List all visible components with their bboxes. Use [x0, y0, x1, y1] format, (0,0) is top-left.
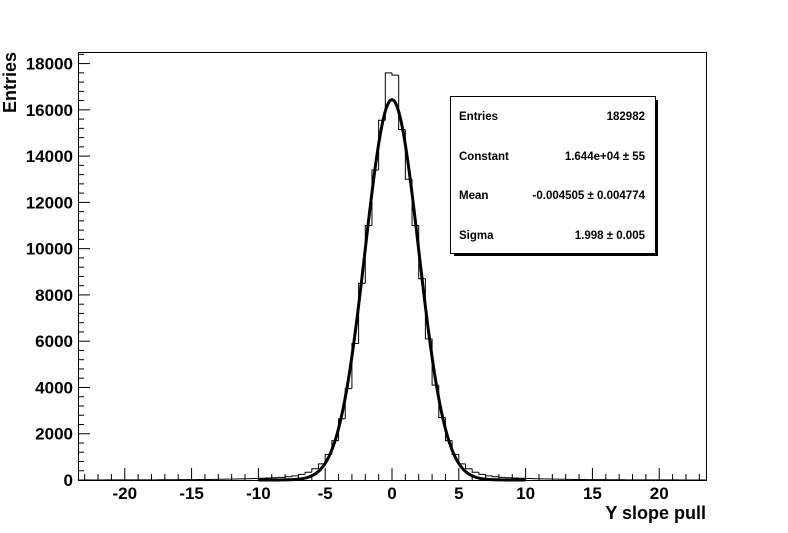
stats-value-mean: -0.004505 ± 0.004774 — [533, 190, 646, 202]
histogram-bin — [478, 472, 486, 475]
stats-label-entries: Entries — [459, 111, 498, 123]
y-axis-title: Entries — [0, 52, 20, 113]
stats-value-entries: 182982 — [607, 111, 645, 123]
histogram-bin — [371, 169, 379, 226]
x-tick-label: -15 — [179, 484, 204, 503]
x-tick-label: -5 — [318, 484, 333, 503]
x-tick-label: 15 — [583, 484, 602, 503]
stats-box-frame — [450, 96, 656, 254]
histogram-bin — [391, 72, 399, 76]
x-tick-label: 5 — [454, 484, 463, 503]
x-tick-label: -10 — [246, 484, 271, 503]
x-axis-title: Y slope pull — [605, 503, 706, 523]
histogram-bin — [485, 474, 493, 477]
y-tick-label: 10000 — [26, 240, 73, 259]
histogram-bin — [384, 72, 392, 121]
x-tick-label: 10 — [516, 484, 535, 503]
histogram-bin — [451, 440, 459, 456]
gaussian-fit-line — [258, 98, 526, 482]
stats-label-constant: Constant — [459, 151, 509, 163]
y-tick-label: 0 — [64, 471, 73, 490]
y-tick-label: 18000 — [26, 55, 73, 74]
histogram-bin — [318, 463, 326, 469]
histogram-bin — [491, 475, 499, 478]
x-tick-label: -20 — [112, 484, 137, 503]
stats-box: Entries 182982 Constant 1.644e+04 ± 55 M… — [450, 96, 658, 256]
x-tick-label: 0 — [387, 484, 396, 503]
x-axis-ticks: -20 -15 -10 -5 0 5 10 15 20 — [84, 468, 700, 503]
histogram-bin — [498, 476, 506, 478]
histogram-bin — [464, 463, 473, 470]
stats-label-mean: Mean — [459, 190, 488, 202]
histogram-bin — [284, 476, 292, 478]
y-tick-label: 12000 — [26, 193, 73, 212]
axes — [78, 52, 707, 481]
histogram-bin — [358, 282, 366, 344]
histogram-bin — [471, 468, 479, 473]
histogram-bin — [351, 343, 359, 389]
plot-frame — [78, 52, 707, 481]
y-tick-label: 4000 — [35, 378, 73, 397]
y-tick-label: 16000 — [26, 101, 73, 120]
y-tick-label: 6000 — [35, 332, 73, 351]
histogram-bin — [297, 473, 306, 476]
y-tick-label: 8000 — [35, 286, 73, 305]
gaussian-fit-curve — [258, 98, 526, 482]
histogram-bin — [311, 468, 319, 473]
y-tick-label: 2000 — [35, 425, 73, 444]
histogram-bin — [364, 225, 372, 284]
stats-value-constant: 1.644e+04 ± 55 — [565, 151, 646, 163]
x-tick-label: 20 — [650, 484, 669, 503]
histogram-bin — [304, 471, 312, 475]
y-tick-label: 14000 — [26, 147, 73, 166]
y-axis-ticks: 0 2000 4000 6000 8000 10000 12000 14000 16000 180… — [26, 53, 90, 490]
stats-value-sigma: 1.998 ± 0.005 — [575, 230, 646, 242]
histogram-bin — [291, 475, 299, 477]
histogram-bin — [344, 388, 352, 419]
stats-label-sigma: Sigma — [459, 230, 494, 242]
